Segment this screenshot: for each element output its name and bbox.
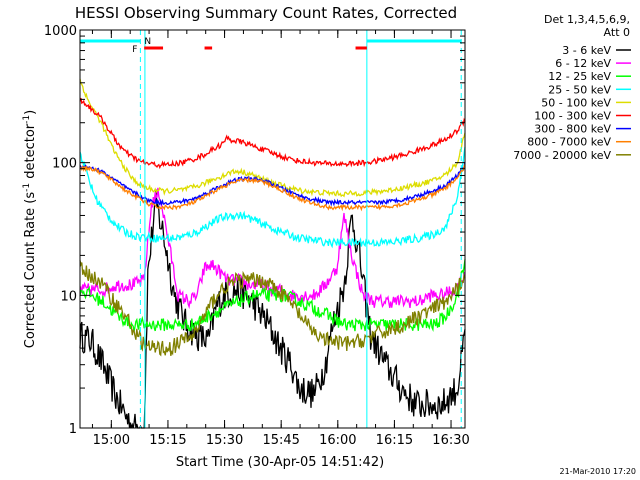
series-line-8 <box>79 163 466 212</box>
legend-label-1: 3 - 6 keV <box>562 44 611 57</box>
x-axis: 15:00 15:15 15:30 15:45 16:00 16:15 16:30 <box>91 30 470 448</box>
series-line-5 <box>79 78 466 198</box>
plot-flags: FN <box>80 37 462 55</box>
plot-markers <box>139 30 462 428</box>
plot-frame <box>79 29 466 429</box>
legend-label-8: 800 - 7000 keV <box>527 136 611 149</box>
legend-header-line-2: Att 0 <box>604 26 630 39</box>
y-axis-label-exp2: -1 <box>22 115 32 124</box>
x-tick-label: 15:30 <box>206 433 243 448</box>
legend-label-2: 6 - 12 keV <box>555 57 611 70</box>
y-tick-label: 100 <box>52 157 77 172</box>
series-line-6 <box>79 97 466 170</box>
x-tick-label: 16:00 <box>319 433 356 448</box>
flag-label-f: F <box>132 45 137 55</box>
x-tick-label: 15:00 <box>93 433 130 448</box>
y-tick-label: 10 <box>60 289 77 304</box>
chart-title: HESSI Observing Summary Count Rates, Cor… <box>75 4 457 22</box>
legend-label-3: 12 - 25 keV <box>548 70 611 83</box>
plot-lines <box>79 78 466 429</box>
series-line-4 <box>79 146 466 249</box>
x-tick-label: 16:15 <box>376 433 413 448</box>
legend-label-5: 50 - 100 keV <box>541 96 611 109</box>
y-axis-label-main: Corrected Count Rate (s <box>23 192 38 349</box>
flag-label-n: N <box>144 37 151 47</box>
footer-date: 21-Mar-2010 17:20 <box>560 467 637 476</box>
y-axis-label: Corrected Count Rate (s-1 detector-1) <box>22 110 38 348</box>
x-axis-label: Start Time (30-Apr-05 14:51:42) <box>176 455 384 470</box>
y-axis-label-close: ) <box>23 110 38 115</box>
legend-label-4: 25 - 50 keV <box>548 83 611 96</box>
y-tick-label: 1000 <box>44 24 77 39</box>
y-axis-label-exp: -1 <box>22 183 32 192</box>
legend-label-9: 7000 - 20000 keV <box>513 149 611 162</box>
legend-label-7: 300 - 800 keV <box>534 123 611 136</box>
series-line-3 <box>79 259 466 333</box>
x-tick-label: 16:30 <box>432 433 469 448</box>
y-tick-label: 1 <box>69 422 77 437</box>
series-line-2 <box>79 187 466 310</box>
y-axis: 1 10 100 1000 <box>44 24 465 437</box>
legend-header-line-1: Det 1,3,4,5,6,9, <box>544 13 630 26</box>
y-axis-label-unit: detector <box>23 123 38 183</box>
x-tick-label: 15:45 <box>262 433 299 448</box>
legend-label-6: 100 - 300 keV <box>534 110 611 123</box>
series-line-7 <box>79 161 466 207</box>
x-tick-label: 15:15 <box>149 433 186 448</box>
series-line-9 <box>79 260 466 357</box>
